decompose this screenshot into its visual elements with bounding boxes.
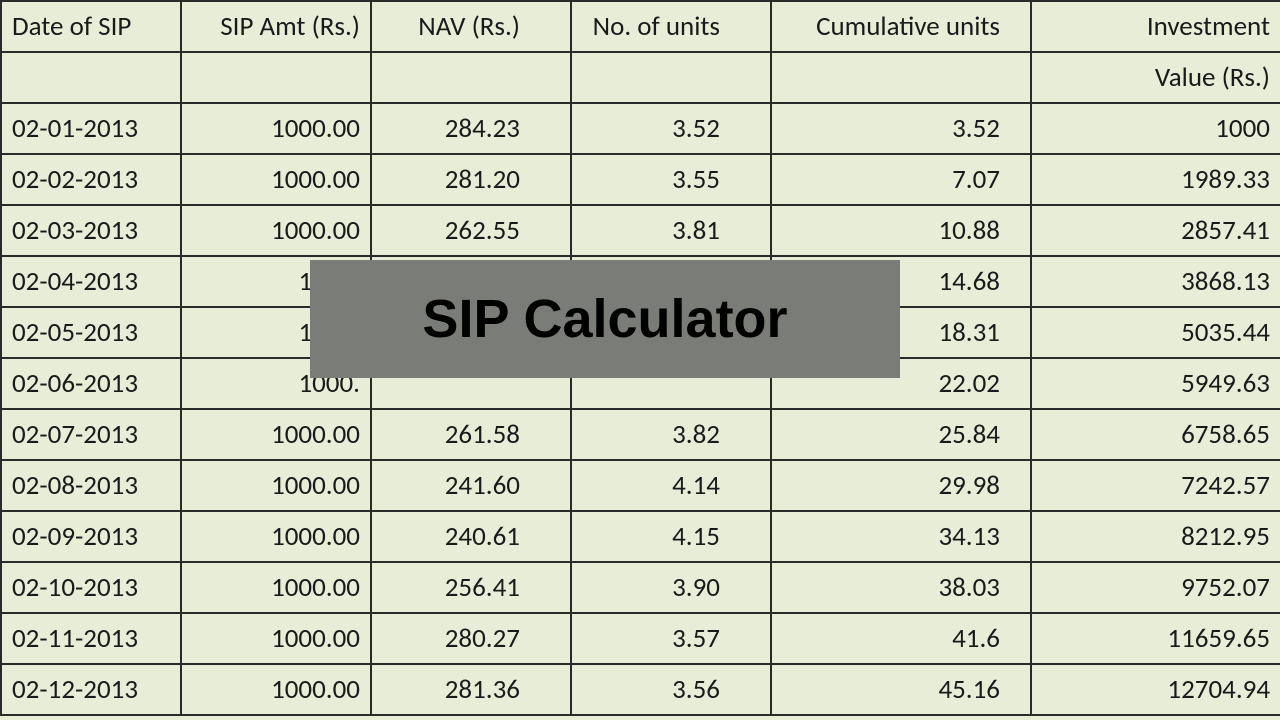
table-cell: 10.88 (771, 205, 1031, 256)
table-cell: 2857.41 (1031, 205, 1280, 256)
col-header-units: No. of units (571, 1, 771, 52)
table-cell: 45.16 (771, 664, 1031, 715)
table-cell: 241.60 (371, 460, 571, 511)
table-row: 02-03-20131000.00262.553.8110.882857.41 (1, 205, 1280, 256)
table-cell: 3.52 (571, 103, 771, 154)
table-cell: 3.57 (571, 613, 771, 664)
table-cell: 38.03 (771, 562, 1031, 613)
table-cell: 3.55 (571, 154, 771, 205)
table-cell: 7242.57 (1031, 460, 1280, 511)
col-header-amt: SIP Amt (Rs.) (181, 1, 371, 52)
col-header-date: Date of SIP (1, 1, 181, 52)
col-subheader-date (1, 52, 181, 103)
table-cell: 6758.65 (1031, 409, 1280, 460)
table-cell: 281.36 (371, 664, 571, 715)
table-cell: 02-03-2013 (1, 205, 181, 256)
table-cell: 1000.00 (181, 511, 371, 562)
table-cell: 3.90 (571, 562, 771, 613)
table-header-row: Date of SIP SIP Amt (Rs.) NAV (Rs.) No. … (1, 1, 1280, 52)
table-body: 02-01-20131000.00284.233.523.52100002-02… (1, 103, 1280, 715)
col-subheader-inv: Value (Rs.) (1031, 52, 1280, 103)
table-row: 02-12-20131000.00281.363.5645.1612704.94 (1, 664, 1280, 715)
table-cell: 29.98 (771, 460, 1031, 511)
table-cell: 1000.00 (181, 664, 371, 715)
table-subheader-row: Value (Rs.) (1, 52, 1280, 103)
table-cell: 1000.00 (181, 103, 371, 154)
table-cell: 240.61 (371, 511, 571, 562)
table-cell: 02-05-2013 (1, 307, 181, 358)
table-cell: 1989.33 (1031, 154, 1280, 205)
table-row: 02-02-20131000.00281.203.557.071989.33 (1, 154, 1280, 205)
table-cell: 3.52 (771, 103, 1031, 154)
table-cell: 02-02-2013 (1, 154, 181, 205)
table-row: 02-10-20131000.00256.413.9038.039752.07 (1, 562, 1280, 613)
col-header-nav: NAV (Rs.) (371, 1, 571, 52)
table-cell: 02-08-2013 (1, 460, 181, 511)
table-cell: 1000.00 (181, 460, 371, 511)
table-cell: 02-04-2013 (1, 256, 181, 307)
col-subheader-amt (181, 52, 371, 103)
table-cell: 3.82 (571, 409, 771, 460)
col-subheader-units (571, 52, 771, 103)
col-subheader-nav (371, 52, 571, 103)
table-cell: 02-07-2013 (1, 409, 181, 460)
table-cell: 4.14 (571, 460, 771, 511)
table-row: 02-11-20131000.00280.273.5741.611659.65 (1, 613, 1280, 664)
table-cell: 11659.65 (1031, 613, 1280, 664)
table-cell: 9752.07 (1031, 562, 1280, 613)
table-cell: 1000.00 (181, 154, 371, 205)
table-row: 02-07-20131000.00261.583.8225.846758.65 (1, 409, 1280, 460)
table-cell: 281.20 (371, 154, 571, 205)
col-subheader-cum (771, 52, 1031, 103)
col-header-cum: Cumulative units (771, 1, 1031, 52)
table-row: 02-01-20131000.00284.233.523.521000 (1, 103, 1280, 154)
title-overlay-text: SIP Calculator (422, 288, 787, 350)
table-cell: 1000.00 (181, 613, 371, 664)
table-cell: 34.13 (771, 511, 1031, 562)
table-cell: 3.81 (571, 205, 771, 256)
table-cell: 1000 (1031, 103, 1280, 154)
table-cell: 1000.00 (181, 562, 371, 613)
table-cell: 41.6 (771, 613, 1031, 664)
table-cell: 1000.00 (181, 409, 371, 460)
table-cell: 280.27 (371, 613, 571, 664)
table-row: 02-08-20131000.00241.604.1429.987242.57 (1, 460, 1280, 511)
table-cell: 4.15 (571, 511, 771, 562)
col-header-inv: Investment (1031, 1, 1280, 52)
table-cell: 5949.63 (1031, 358, 1280, 409)
table-cell: 7.07 (771, 154, 1031, 205)
table-cell: 02-10-2013 (1, 562, 181, 613)
table-row: 02-09-20131000.00240.614.1534.138212.95 (1, 511, 1280, 562)
table-cell: 3868.13 (1031, 256, 1280, 307)
table-cell: 8212.95 (1031, 511, 1280, 562)
table-cell: 1000.00 (181, 205, 371, 256)
title-overlay: SIP Calculator (310, 260, 900, 378)
table-cell: 3.56 (571, 664, 771, 715)
table-cell: 12704.94 (1031, 664, 1280, 715)
table-cell: 02-09-2013 (1, 511, 181, 562)
table-cell: 02-06-2013 (1, 358, 181, 409)
table-cell: 25.84 (771, 409, 1031, 460)
table-cell: 284.23 (371, 103, 571, 154)
table-cell: 02-11-2013 (1, 613, 181, 664)
table-cell: 261.58 (371, 409, 571, 460)
table-cell: 262.55 (371, 205, 571, 256)
table-cell: 02-12-2013 (1, 664, 181, 715)
table-cell: 256.41 (371, 562, 571, 613)
table-cell: 5035.44 (1031, 307, 1280, 358)
table-cell: 02-01-2013 (1, 103, 181, 154)
